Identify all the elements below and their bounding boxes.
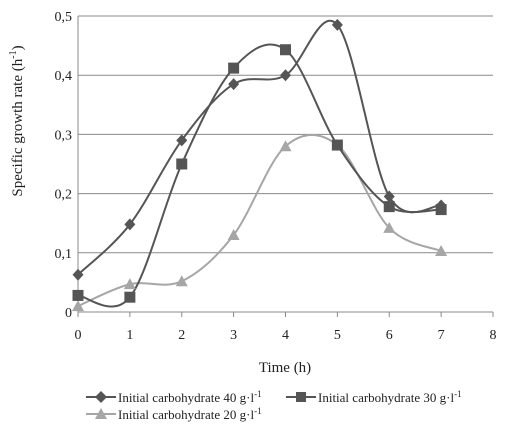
legend-diamond-marker xyxy=(95,391,107,403)
y-axis-title-end: ) xyxy=(10,45,26,50)
y-tick-label: 0 xyxy=(65,306,72,321)
data-point-diamond xyxy=(124,218,136,231)
data-point-triangle xyxy=(72,300,84,312)
legend-label-30-main: Initial carbohydrate 30 g·l xyxy=(318,390,454,405)
legend-triangle-marker xyxy=(95,408,107,419)
legend-label-20-main: Initial carbohydrate 20 g·l xyxy=(118,407,254,422)
y-axis-title-sup: -1 xyxy=(8,50,19,58)
x-tick-label: 0 xyxy=(75,328,82,343)
y-tick-label: 0,2 xyxy=(55,188,73,203)
legend: Initial carbohydrate 40 g·l-1 Initial ca… xyxy=(86,389,462,422)
x-tick-label: 6 xyxy=(386,328,393,343)
legend-item-40: Initial carbohydrate 40 g·l-1 xyxy=(86,389,262,405)
y-tick-label: 0,3 xyxy=(55,128,73,143)
legend-label-30: Initial carbohydrate 30 g·l-1 xyxy=(318,389,462,405)
x-tick-label: 4 xyxy=(282,328,289,343)
data-point-square xyxy=(280,44,291,56)
legend-item-20: Initial carbohydrate 20 g·l-1 xyxy=(86,406,262,422)
legend-square-marker xyxy=(296,392,306,402)
data-point-diamond xyxy=(72,268,84,281)
legend-item-30: Initial carbohydrate 30 g·l-1 xyxy=(286,389,462,405)
legend-label-30-sup: -1 xyxy=(454,389,462,399)
data-point-diamond xyxy=(331,18,343,31)
gridlines xyxy=(78,15,493,254)
legend-label-40-main: Initial carbohydrate 40 g·l xyxy=(118,390,254,405)
legend-label-20: Initial carbohydrate 20 g·l-1 xyxy=(118,406,262,422)
data-point-triangle xyxy=(383,221,396,233)
data-point-square xyxy=(72,289,84,301)
x-tick-label: 2 xyxy=(178,328,185,343)
x-tick-label: 3 xyxy=(230,328,237,343)
x-tick-label: 5 xyxy=(334,328,341,343)
data-point-diamond xyxy=(176,134,188,147)
y-tick-label: 0,4 xyxy=(55,69,73,84)
y-tick-label: 0,5 xyxy=(55,10,73,25)
data-point-triangle xyxy=(123,278,136,290)
series-line-diamond xyxy=(77,20,442,276)
data-points xyxy=(72,18,448,312)
data-point-triangle xyxy=(435,245,448,257)
data-point-diamond xyxy=(435,199,447,212)
series-line-square xyxy=(77,43,442,308)
data-point-diamond xyxy=(383,190,395,203)
legend-label-20-sup: -1 xyxy=(254,406,262,416)
x-tick-label: 7 xyxy=(438,328,445,343)
x-tick-label: 1 xyxy=(126,328,133,343)
y-axis-title: Specific growth rate (h-1) xyxy=(8,45,26,196)
axes xyxy=(77,16,494,317)
data-point-square xyxy=(124,291,136,303)
data-point-square xyxy=(176,158,188,170)
data-point-triangle xyxy=(227,229,240,241)
data-point-square xyxy=(228,62,240,74)
data-point-square xyxy=(383,201,395,213)
x-tick-label: 8 xyxy=(490,328,497,343)
data-point-diamond xyxy=(228,78,240,91)
tick-labels: 0 0,1 0,2 0,3 0,4 0,5 0 1 2 3 4 5 6 7 8 xyxy=(55,10,497,343)
legend-label-40-sup: -1 xyxy=(254,389,262,399)
x-axis-title: Time (h) xyxy=(259,360,311,376)
y-tick-label: 0,1 xyxy=(55,247,73,262)
data-point-triangle xyxy=(279,140,292,152)
data-point-square xyxy=(331,139,343,151)
data-point-diamond xyxy=(280,69,291,82)
series-lines xyxy=(77,20,442,308)
legend-label-40: Initial carbohydrate 40 g·l-1 xyxy=(118,389,262,405)
series-line-triangle xyxy=(77,133,442,308)
data-point-triangle xyxy=(175,275,188,287)
y-axis-title-main: Specific growth rate (h xyxy=(10,58,26,196)
